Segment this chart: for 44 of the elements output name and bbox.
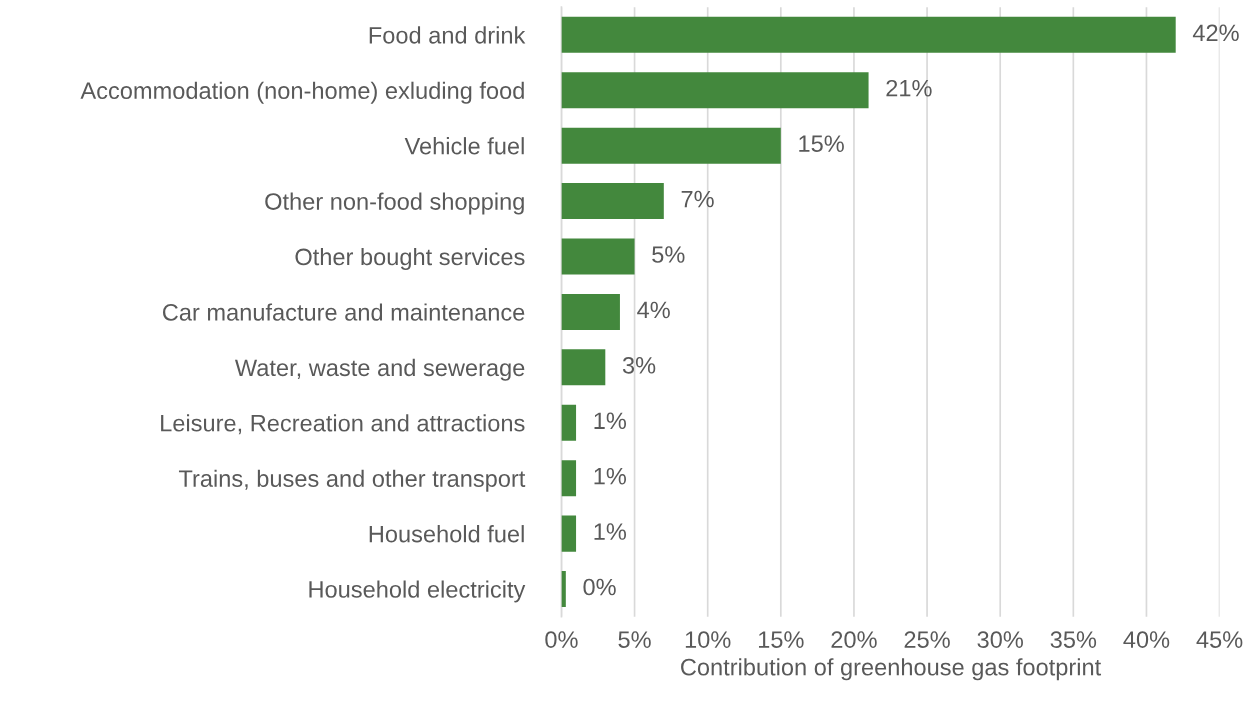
y-tick-label: Car manufacture and maintenance xyxy=(162,303,525,321)
x-tick-label: 40% xyxy=(1123,631,1170,648)
x-tick-label: 45% xyxy=(1196,631,1243,648)
y-tick-label: Trains, buses and other transport xyxy=(178,469,526,492)
data-label: 3% xyxy=(622,356,656,374)
data-label: 15% xyxy=(799,135,844,153)
bar xyxy=(561,571,566,608)
data-label: 1% xyxy=(594,523,627,540)
x-axis-title: Contribution of greenhouse gas footprint xyxy=(681,658,1102,681)
y-tick-label: Leisure, Recreation and attractions xyxy=(161,414,525,435)
y-tick-label: Accommodation (non-home) exluding food xyxy=(80,81,524,104)
x-tick-label: 10% xyxy=(685,631,731,648)
y-tick-label: Water, waste and sewerage xyxy=(234,358,525,381)
y-tick-label: Household electricity xyxy=(309,580,526,603)
x-tick-label: 15% xyxy=(758,631,804,648)
data-label: 7% xyxy=(681,190,714,208)
data-label: 1% xyxy=(594,467,627,485)
x-tick-label: 25% xyxy=(904,631,950,648)
data-label: 21% xyxy=(886,79,932,97)
x-tick-label: 20% xyxy=(831,631,877,648)
bar xyxy=(561,460,577,497)
y-tick-label: Other bought services xyxy=(295,247,525,270)
data-label: 42% xyxy=(1192,24,1239,42)
y-tick-label: Vehicle fuel xyxy=(404,137,524,155)
y-tick-label: Household fuel xyxy=(369,525,524,543)
data-label: 5% xyxy=(652,246,685,263)
bar xyxy=(561,183,664,220)
data-label: 1% xyxy=(594,412,627,430)
y-tick-label: Food and drink xyxy=(369,26,526,44)
y-tick-label: Other non-food shopping xyxy=(265,192,524,215)
x-tick-label: 35% xyxy=(1050,631,1097,648)
x-tick-label: 5% xyxy=(618,631,651,648)
bar xyxy=(561,72,869,109)
bar xyxy=(561,404,577,441)
bar xyxy=(561,238,635,275)
bar xyxy=(561,349,606,386)
data-label: 4% xyxy=(637,301,670,319)
data-label: 0% xyxy=(583,578,616,596)
bar xyxy=(561,293,620,330)
bar xyxy=(561,127,781,164)
bar xyxy=(561,515,577,552)
x-tick-label: 0% xyxy=(545,631,578,648)
x-tick-label: 30% xyxy=(977,631,1023,648)
bar xyxy=(561,16,1176,53)
